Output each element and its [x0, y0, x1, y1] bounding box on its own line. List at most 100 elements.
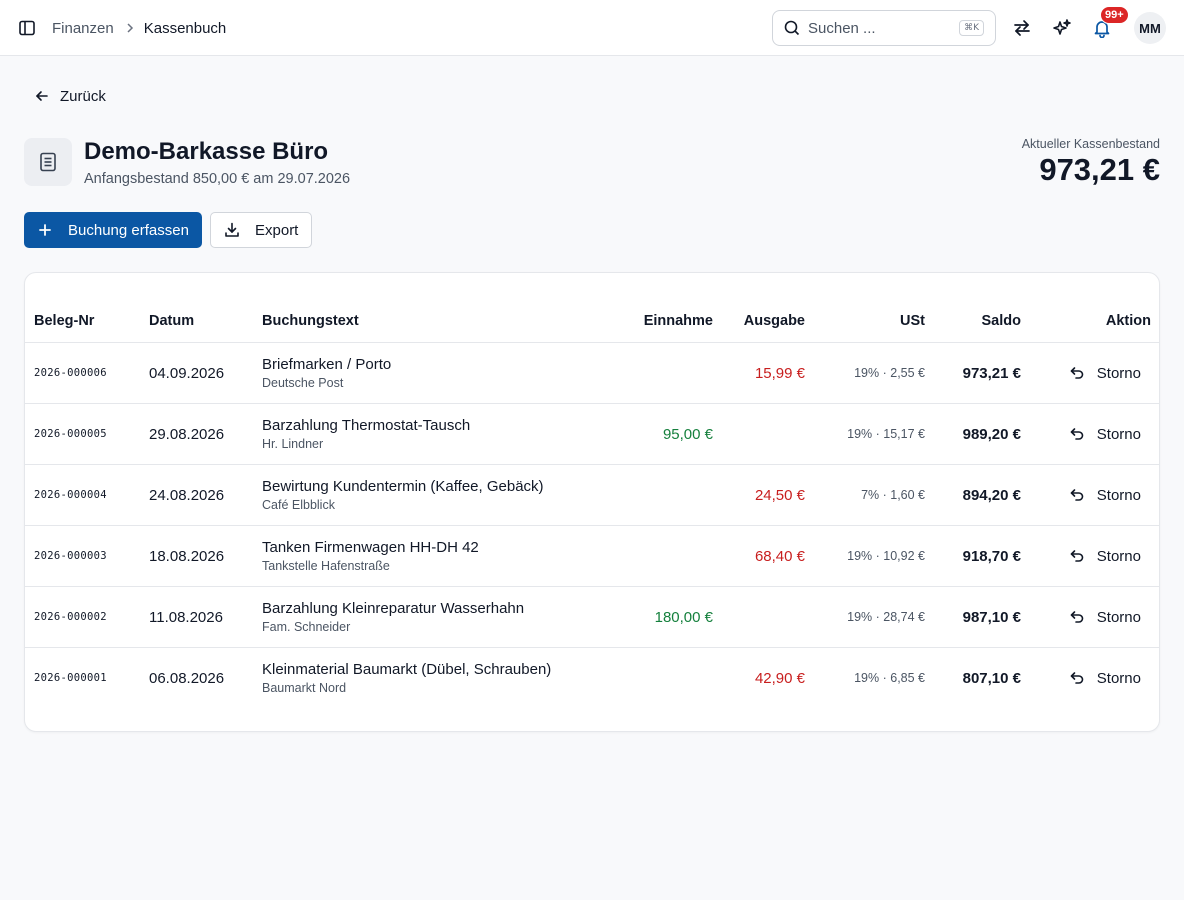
booking-text: Barzahlung Kleinreparatur Wasserhahn	[262, 600, 525, 617]
cell-saldo: 987,10 €	[962, 608, 1021, 626]
cell-beleg: 2026-000005	[34, 428, 107, 440]
search-shortcut: ⌘K	[959, 20, 984, 36]
storno-button[interactable]: Storno	[1069, 465, 1141, 525]
header-text: Buchungstext	[262, 313, 359, 329]
header-beleg: Beleg-Nr	[34, 313, 95, 329]
storno-label: Storno	[1096, 547, 1141, 565]
cell-datum: 06.08.2026	[149, 669, 225, 687]
cell-datum: 29.08.2026	[149, 425, 225, 443]
table-row: 2026-000004 24.08.2026 Bewirtung Kundent…	[25, 465, 1159, 526]
cell-text: Briefmarken / Porto Deutsche Post	[262, 343, 391, 403]
cell-saldo: 918,70 €	[962, 547, 1021, 565]
storno-button[interactable]: Storno	[1069, 404, 1141, 464]
header-ust: USt	[900, 313, 925, 329]
cashbook-table: Beleg-Nr Datum Buchungstext Einnahme Aus…	[24, 272, 1160, 732]
header-datum: Datum	[149, 313, 195, 329]
cell-einnahme: 180,00 €	[654, 608, 713, 626]
cell-ust: 19% · 28,74 €	[847, 610, 925, 624]
cell-saldo: 973,21 €	[962, 364, 1021, 382]
notification-badge: 99+	[1100, 6, 1129, 24]
transfer-icon	[1014, 20, 1030, 36]
table-header: Beleg-Nr Datum Buchungstext Einnahme Aus…	[25, 301, 1159, 343]
avatar[interactable]: MM	[1134, 12, 1166, 44]
booking-party: Fam. Schneider	[262, 620, 351, 634]
page-subtitle: Anfangsbestand 850,00 € am 29.07.2026	[84, 171, 351, 187]
header-saldo: Saldo	[981, 313, 1021, 329]
booking-text: Bewirtung Kundentermin (Kaffee, Gebäck)	[262, 478, 544, 495]
table-row: 2026-000002 11.08.2026 Barzahlung Kleinr…	[25, 587, 1159, 648]
add-booking-button[interactable]: Buchung erfassen	[24, 212, 202, 248]
back-link[interactable]: Zurück	[34, 86, 106, 106]
table-row: 2026-000003 18.08.2026 Tanken Firmenwage…	[25, 526, 1159, 587]
storno-label: Storno	[1096, 425, 1141, 443]
booking-text: Tanken Firmenwagen HH-DH 42	[262, 539, 479, 556]
cell-ust: 7% · 1,60 €	[861, 488, 925, 502]
storno-button[interactable]: Storno	[1069, 343, 1141, 403]
book-icon	[40, 152, 56, 172]
cell-text: Tanken Firmenwagen HH-DH 42 Tankstelle H…	[262, 526, 479, 586]
arrow-left-icon	[34, 88, 50, 104]
booking-text: Barzahlung Thermostat-Tausch	[262, 417, 471, 434]
undo-icon	[1069, 609, 1085, 625]
search-box[interactable]: ⌘K	[772, 10, 996, 46]
page-title: Demo-Barkasse Büro	[84, 138, 329, 165]
undo-icon	[1069, 365, 1085, 381]
table-row: 2026-000006 04.09.2026 Briefmarken / Por…	[25, 343, 1159, 404]
cell-datum: 04.09.2026	[149, 364, 225, 382]
sidebar-toggle-icon	[19, 20, 35, 36]
storno-button[interactable]: Storno	[1069, 526, 1141, 586]
storno-label: Storno	[1096, 364, 1141, 382]
table-row: 2026-000005 29.08.2026 Barzahlung Thermo…	[25, 404, 1159, 465]
cell-ust: 19% · 6,85 €	[854, 671, 925, 685]
search-icon	[783, 19, 801, 37]
chevron-right-icon	[124, 22, 136, 34]
cell-datum: 24.08.2026	[149, 486, 225, 504]
plus-icon	[37, 222, 53, 238]
undo-icon	[1069, 426, 1085, 442]
cell-ust: 19% · 10,92 €	[847, 549, 925, 563]
balance-value: 973,21 €	[1039, 152, 1160, 187]
breadcrumb-parent[interactable]: Finanzen	[52, 19, 114, 37]
undo-icon	[1069, 548, 1085, 564]
breadcrumb: Finanzen Kassenbuch	[52, 0, 226, 56]
sparkles-icon	[1053, 19, 1071, 35]
booking-party: Baumarkt Nord	[262, 681, 347, 695]
cell-saldo: 807,10 €	[962, 669, 1021, 687]
storno-button[interactable]: Storno	[1069, 648, 1141, 708]
cell-beleg: 2026-000004	[34, 489, 107, 501]
booking-text: Kleinmaterial Baumarkt (Dübel, Schrauben…	[262, 661, 552, 678]
register-icon-tile	[24, 138, 72, 186]
header-ausgabe: Ausgabe	[743, 313, 805, 329]
storno-label: Storno	[1096, 669, 1141, 687]
balance-label: Aktueller Kassenbestand	[1021, 137, 1160, 151]
cell-ausgabe: 42,90 €	[754, 669, 805, 687]
table-row: 2026-000001 06.08.2026 Kleinmaterial Bau…	[25, 648, 1159, 709]
export-button[interactable]: Export	[210, 212, 312, 248]
booking-text: Briefmarken / Porto	[262, 356, 392, 373]
add-booking-label: Buchung erfassen	[68, 221, 189, 239]
download-icon	[223, 221, 241, 239]
back-label: Zurück	[60, 87, 106, 105]
cell-beleg: 2026-000003	[34, 550, 107, 562]
search-input[interactable]	[808, 19, 948, 37]
cell-text: Barzahlung Kleinreparatur Wasserhahn Fam…	[262, 587, 524, 647]
booking-party: Café Elbblick	[262, 498, 335, 512]
header-einnahme: Einnahme	[643, 313, 713, 329]
top-bar: Finanzen Kassenbuch ⌘K 99+ MM	[0, 0, 1184, 56]
cell-beleg: 2026-000006	[34, 367, 107, 379]
ai-assistant-button[interactable]	[1050, 16, 1074, 40]
transfer-button[interactable]	[1010, 16, 1034, 40]
booking-party: Deutsche Post	[262, 376, 344, 390]
cell-saldo: 894,20 €	[962, 486, 1021, 504]
breadcrumb-current: Kassenbuch	[143, 19, 227, 37]
booking-party: Tankstelle Hafenstraße	[262, 559, 390, 573]
cell-text: Kleinmaterial Baumarkt (Dübel, Schrauben…	[262, 648, 551, 708]
cell-beleg: 2026-000001	[34, 672, 107, 684]
booking-party: Hr. Lindner	[262, 437, 324, 451]
storno-button[interactable]: Storno	[1069, 587, 1141, 647]
cell-text: Barzahlung Thermostat-Tausch Hr. Lindner	[262, 404, 470, 464]
header-aktion: Aktion	[1105, 313, 1151, 329]
cell-einnahme: 95,00 €	[662, 425, 713, 443]
cell-text: Bewirtung Kundentermin (Kaffee, Gebäck) …	[262, 465, 544, 525]
sidebar-toggle-button[interactable]	[15, 16, 39, 40]
